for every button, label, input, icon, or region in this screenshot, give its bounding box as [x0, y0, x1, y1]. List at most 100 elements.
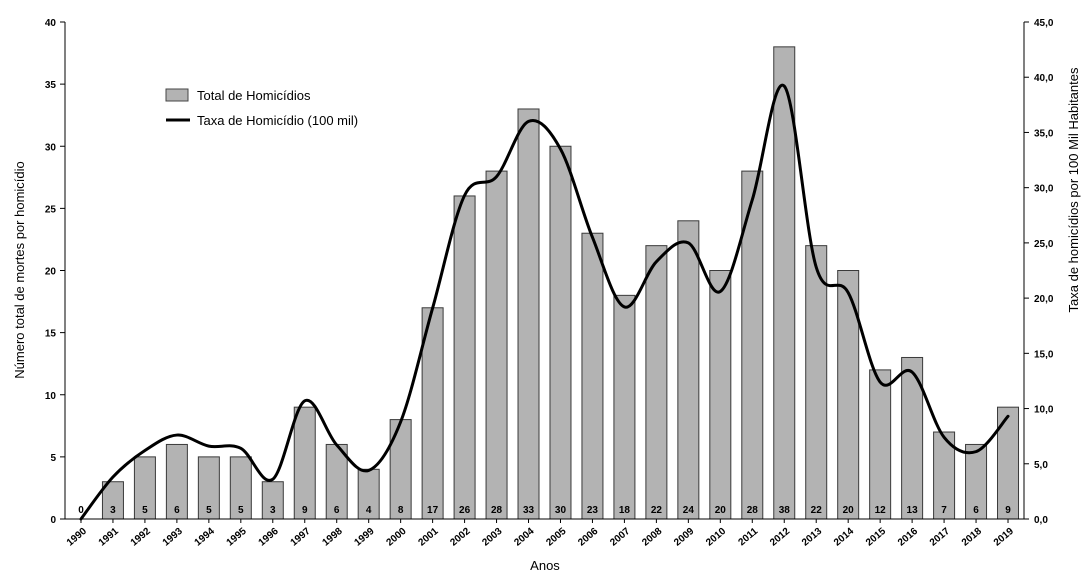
x-ticks: 1990 1991 1992 1993 1994 1995 1996 1997 1998 1999… [65, 519, 1016, 549]
right-y-ticks: 0,0 5,0 10,0 15,0 20,0 25,0 30,0 35,0 40,0 45,0 [1024, 18, 1054, 526]
x-tick-label-1997: 1997 [289, 526, 313, 549]
data-label-2008: 22 [651, 505, 663, 516]
right-tick-label: 15,0 [1034, 349, 1054, 360]
right-tick-label: 10,0 [1034, 405, 1054, 416]
data-label-2016: 13 [907, 505, 919, 516]
x-tick-label-1994: 1994 [193, 526, 217, 549]
x-tick-label-2019: 2019 [992, 526, 1016, 549]
right-tick-label: 0,0 [1034, 515, 1048, 526]
x-tick-label-1996: 1996 [257, 526, 281, 549]
data-label-1997: 9 [302, 505, 308, 516]
x-tick-label-2016: 2016 [896, 526, 920, 549]
bar-2015 [869, 369, 892, 520]
x-tick-label-2017: 2017 [928, 526, 952, 549]
right-tick-label: 25,0 [1034, 239, 1054, 250]
x-tick-label-2006: 2006 [576, 526, 600, 549]
data-label-1994: 5 [206, 505, 212, 516]
right-tick-label: 30,0 [1034, 184, 1054, 195]
legend-bar-swatch [165, 88, 189, 102]
x-tick-label-2011: 2011 [737, 526, 761, 549]
data-label-2012: 38 [779, 505, 791, 516]
right-tick-label: 45,0 [1034, 18, 1054, 29]
data-label-2017: 7 [941, 505, 947, 516]
x-tick-label-1991: 1991 [97, 526, 121, 549]
data-label-2006: 23 [587, 505, 599, 516]
data-label-1990: 0 [78, 505, 84, 516]
data-label-2005: 30 [555, 505, 567, 516]
left-tick-label: 20 [45, 267, 57, 278]
x-tick-label-1993: 1993 [161, 526, 185, 549]
data-label-2019: 9 [1005, 505, 1011, 516]
data-label-1996: 3 [270, 505, 276, 516]
x-tick-label-2002: 2002 [448, 526, 472, 549]
x-tick-label-2004: 2004 [512, 526, 536, 549]
left-tick-label: 25 [45, 204, 57, 215]
x-tick-label-2001: 2001 [416, 526, 440, 549]
left-tick-label: 35 [45, 80, 57, 91]
bar-series [101, 46, 1020, 520]
left-y-ticks: 0 5 10 15 20 25 30 35 40 [45, 18, 65, 526]
right-tick-label: 20,0 [1034, 294, 1054, 305]
data-label-1993: 6 [174, 505, 180, 516]
data-label-1999: 4 [366, 505, 372, 516]
rate-line [79, 83, 1010, 521]
data-label-2000: 8 [398, 505, 404, 516]
x-tick-label-2012: 2012 [768, 526, 792, 549]
bar-2006 [581, 232, 604, 520]
bar-2013 [805, 245, 828, 520]
x-tick-label-1992: 1992 [129, 526, 153, 549]
bar-2005 [549, 145, 572, 520]
left-tick-label: 5 [50, 453, 56, 464]
bar-2009 [677, 220, 700, 520]
data-label-1998: 6 [334, 505, 340, 516]
right-axis-title: Taxa de homicídios por 100 Mil Habitante… [1066, 67, 1081, 312]
x-tick-label-2007: 2007 [608, 526, 632, 549]
data-label-2011: 28 [747, 505, 759, 516]
data-label-2009: 24 [683, 505, 695, 516]
bar-2008 [645, 245, 668, 520]
data-label-2010: 20 [715, 505, 727, 516]
left-tick-label: 0 [50, 515, 56, 526]
legend-bar-label: Total de Homicídios [197, 88, 311, 103]
bar-1997 [293, 406, 316, 520]
data-label-2003: 28 [491, 505, 503, 516]
left-tick-label: 10 [45, 391, 57, 402]
x-tick-label-1999: 1999 [352, 526, 376, 549]
x-tick-label-2014: 2014 [832, 526, 856, 549]
left-axis-title: Número total de mortes por homicídio [12, 161, 27, 378]
data-label-2004: 33 [523, 505, 535, 516]
x-axis-title: Anos [530, 558, 560, 573]
x-tick-label-2015: 2015 [864, 526, 888, 549]
x-tick-label-2005: 2005 [544, 526, 568, 549]
x-tick-label-2009: 2009 [672, 526, 696, 549]
x-tick-label-1990: 1990 [65, 526, 89, 549]
data-label-1995: 5 [238, 505, 244, 516]
bar-2010 [709, 270, 732, 520]
right-tick-label: 40,0 [1034, 73, 1054, 84]
data-label-2014: 20 [843, 505, 855, 516]
left-tick-label: 30 [45, 142, 57, 153]
left-tick-label: 15 [45, 329, 57, 340]
data-label-1991: 3 [110, 505, 116, 516]
data-labels: 0 3 5 6 5 5 3 9 6 4 8 17 26 28 33 30 23 18 22 24 20 28 38 22 20 1… [78, 505, 1011, 516]
data-label-2015: 12 [875, 505, 887, 516]
data-label-2001: 17 [427, 505, 439, 516]
x-tick-label-2018: 2018 [960, 526, 984, 549]
x-tick-label-1998: 1998 [321, 526, 345, 549]
data-label-2018: 6 [973, 505, 979, 516]
bar-2002 [453, 195, 476, 520]
right-tick-label: 5,0 [1034, 460, 1048, 471]
data-label-2002: 26 [459, 505, 471, 516]
x-tick-label-2008: 2008 [640, 526, 664, 549]
bar-2007 [613, 294, 636, 520]
data-label-2007: 18 [619, 505, 631, 516]
x-tick-label-2000: 2000 [384, 526, 408, 549]
bar-2004 [517, 108, 540, 520]
x-tick-label-2013: 2013 [800, 526, 824, 549]
right-tick-label: 35,0 [1034, 128, 1054, 139]
legend-line-label: Taxa de Homicídio (100 mil) [197, 113, 358, 128]
data-label-1992: 5 [142, 505, 148, 516]
bar-2003 [485, 170, 508, 520]
x-tick-label-2003: 2003 [480, 526, 504, 549]
